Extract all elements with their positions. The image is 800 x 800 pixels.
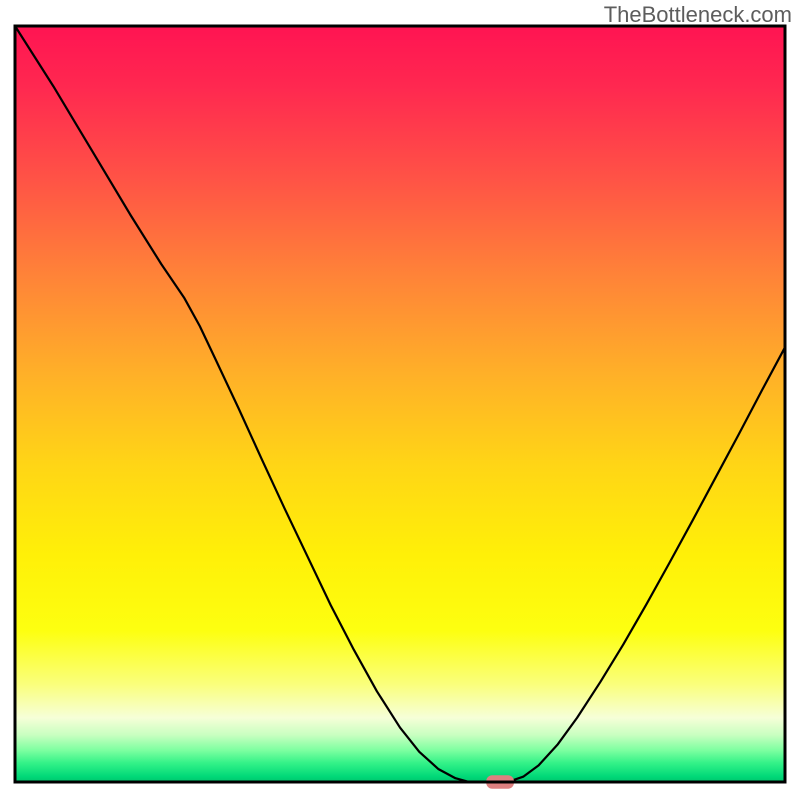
chart-background xyxy=(15,26,785,782)
chart-svg xyxy=(0,0,800,800)
watermark-label: TheBottleneck.com xyxy=(604,2,792,28)
bottleneck-chart: TheBottleneck.com xyxy=(0,0,800,800)
